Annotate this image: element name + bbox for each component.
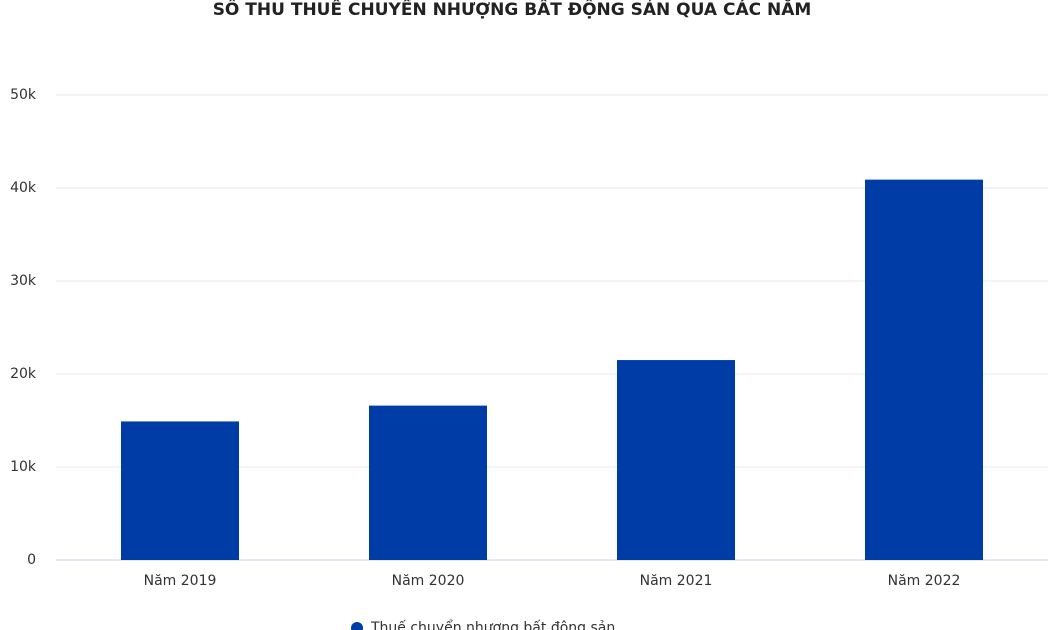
bar	[369, 405, 487, 560]
y-tick-label: 20k	[10, 366, 37, 382]
bar	[865, 179, 983, 560]
y-tick-label: 10k	[10, 459, 37, 475]
y-tick-label: 50k	[10, 87, 37, 103]
legend-marker	[351, 622, 363, 630]
bar	[121, 421, 239, 560]
y-tick-label: 40k	[10, 180, 37, 196]
x-tick-label: Năm 2019	[144, 573, 217, 589]
legend-label: Thuế chuyển nhượng bất động sản	[370, 619, 615, 630]
y-tick-label: 0	[27, 552, 36, 568]
chart-title: SỐ THU THUẾ CHUYỂN NHƯỢNG BẤT ĐỘNG SẢN Q…	[213, 0, 812, 20]
x-tick-label: Năm 2020	[392, 573, 465, 589]
x-tick-label: Năm 2022	[888, 573, 961, 589]
y-tick-label: 30k	[10, 273, 37, 289]
x-tick-label: Năm 2021	[640, 573, 713, 589]
bar	[617, 360, 735, 560]
